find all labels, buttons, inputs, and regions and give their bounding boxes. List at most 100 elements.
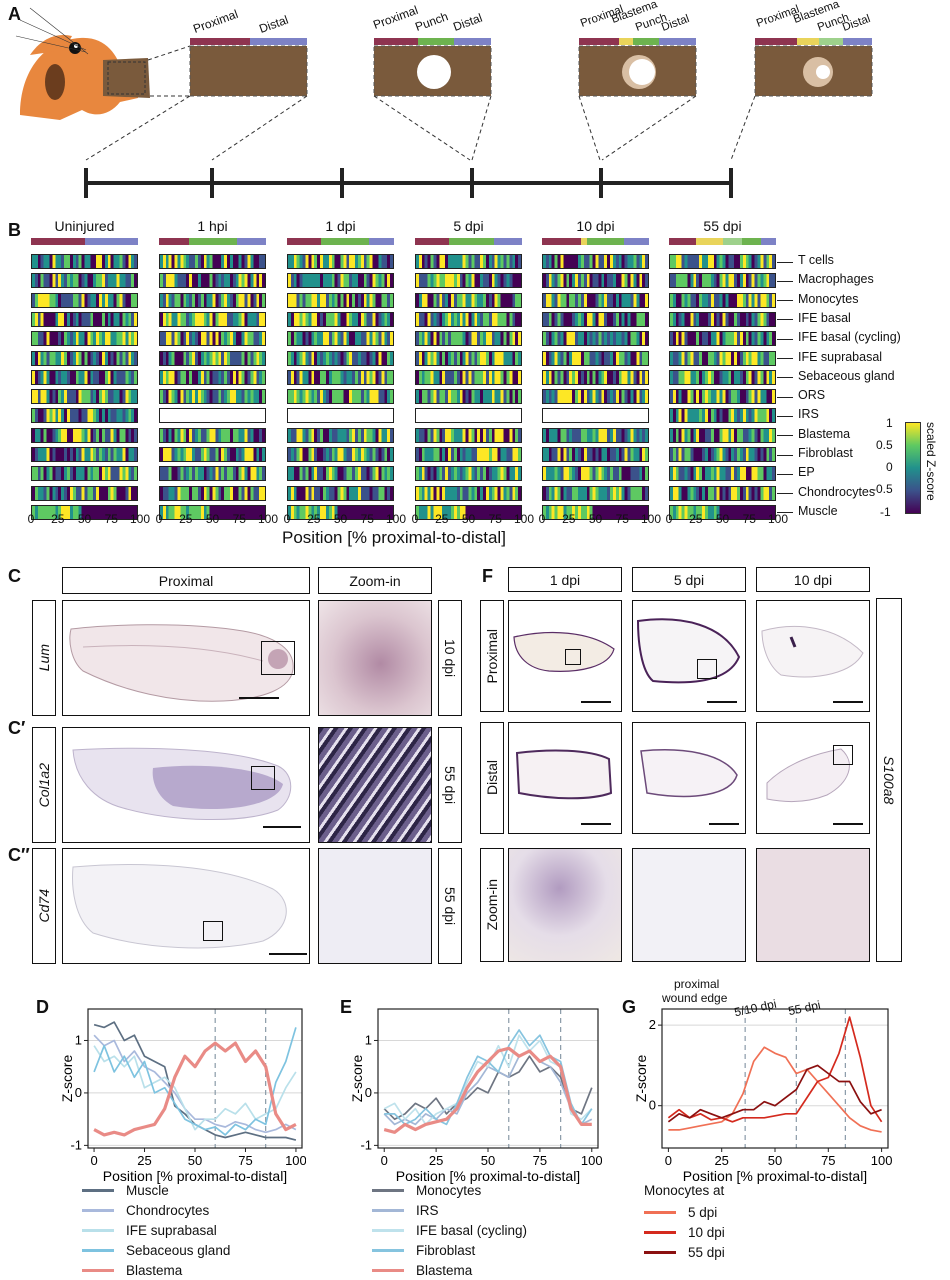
region-color-bar (84, 238, 138, 245)
heatmap-row (542, 427, 649, 443)
heatmap-row (159, 369, 266, 385)
legend-entry: Blastema (372, 1263, 472, 1278)
y-tick-label: 0 (75, 1085, 82, 1100)
heatmap-row (415, 331, 522, 347)
stage3-punch-hole (629, 59, 655, 85)
colorbar-label: scaled Z-score (924, 422, 938, 501)
legend-entry: Blastema (82, 1263, 182, 1278)
panel-c-zoom-col1a2 (318, 727, 432, 843)
cell-type-tick (777, 319, 793, 321)
cell-type-label: ORS (798, 388, 826, 403)
panel-letter-c: C (8, 566, 21, 586)
panel-letter-c-double-prime: C′′ (8, 845, 30, 865)
cell-type-tick (777, 493, 793, 495)
heatmap-x-tick: 0 (283, 512, 291, 526)
region-color-bar (31, 238, 85, 245)
heatmap-x-tick: 75 (488, 512, 502, 526)
cell-type-tick (777, 338, 793, 340)
legend-label: 55 dpi (688, 1245, 725, 1260)
line-chart-G: 0 25 50 75 100 0 2 Position [% proximal-to-dist… (636, 1008, 892, 1184)
colorbar-tick-0: 0 (886, 460, 893, 474)
region-color-bar (449, 238, 495, 245)
heatmap-row (415, 311, 522, 327)
panel-f-img-prox-5dpi (632, 600, 746, 712)
region-color-bar (159, 238, 189, 245)
stage1-tissue (189, 45, 308, 97)
heatmap-title: 55 dpi (703, 218, 742, 234)
cell-type-tick (777, 280, 793, 282)
panel-c-gene-label-1: Col1a2 (32, 727, 56, 843)
region-color-bar (369, 238, 394, 245)
plot-frame (87, 1008, 303, 1149)
legend-entry: Muscle (82, 1183, 169, 1198)
legend-label: Blastema (126, 1263, 183, 1278)
cell-type-tick (777, 358, 793, 359)
legend-title: Monocytes at (644, 1183, 725, 1198)
scale-bar (239, 697, 279, 699)
region-color-bar (741, 238, 761, 245)
heatmap-x-tick: 25 (51, 512, 65, 526)
y-tick-label: 0 (365, 1085, 372, 1100)
series-line-blastema (93, 1041, 297, 1137)
inset-box (565, 649, 581, 665)
heatmap-row (159, 485, 266, 501)
x-tick-label: 75 (238, 1153, 252, 1168)
heatmap-x-tick: 50 (77, 512, 92, 526)
y-tick-label: 0 (649, 1098, 656, 1113)
heatmap-row (287, 311, 394, 327)
stage2-punch-hole (417, 55, 451, 89)
legend-label: IRS (416, 1203, 439, 1218)
heatmap-x-tick: 75 (104, 512, 118, 526)
heatmap-row (31, 447, 138, 462)
legend-label: 5 dpi (688, 1205, 718, 1220)
x-tick-label: 50 (188, 1153, 202, 1168)
x-tick-label: 100 (871, 1153, 892, 1168)
x-axis-label: Position [% proximal-to-distal] (683, 1168, 867, 1184)
x-axis-label: Position [% proximal-to-distal] (396, 1168, 580, 1184)
panel-letter-b: B (8, 220, 21, 240)
legend-label: IFE suprabasal (126, 1223, 217, 1238)
scale-bar (833, 823, 863, 825)
heatmap-row (542, 408, 649, 424)
heatmap-row (159, 350, 266, 366)
rodent-head-icon (15, 7, 150, 121)
heatmap-x-tick: 50 (333, 512, 348, 526)
heatmap-row (415, 389, 522, 405)
cell-type-label: Blastema (798, 426, 851, 441)
line-chart-E: 0 25 50 75 100 -1 0 1 Position [% proximal-to-di… (352, 1008, 602, 1184)
panel-f-img-prox-1dpi (508, 600, 622, 712)
legend-entry: Chondrocytes (82, 1203, 209, 1218)
heatmap-row (159, 447, 266, 462)
heatmap-row (669, 466, 776, 482)
x-tick-label: 100 (285, 1153, 306, 1168)
scale-bar (581, 823, 611, 825)
heatmap-x-tick: 50 (715, 512, 730, 526)
heatmap-row (669, 331, 776, 347)
heatmap-x-tick: 25 (435, 512, 449, 526)
panel-b-xlabel: Position [% proximal-to-distal] (282, 528, 506, 547)
legend-swatch (82, 1189, 114, 1192)
heatmap-row (415, 466, 522, 482)
heatmap-x-tick: 75 (232, 512, 246, 526)
heatmap-title: 1 hpi (197, 218, 228, 234)
cell-type-label: Monocytes (798, 291, 859, 306)
colorbar-tick-05: 0.5 (876, 438, 893, 452)
region-color-bar (695, 238, 723, 245)
panel-f-zoom-1dpi (508, 848, 622, 962)
inset-box (251, 766, 275, 790)
cell-type-label: IFE suprabasal (798, 349, 883, 364)
heatmap-row (415, 485, 522, 501)
heatmap-row (159, 273, 266, 289)
region-color-bar (761, 238, 776, 245)
heatmap-title: Uninjured (54, 218, 115, 234)
y-tick-label: -1 (360, 1137, 372, 1152)
heatmap-row (415, 504, 522, 520)
heatmap-row (287, 254, 394, 269)
heatmap-row (669, 273, 776, 289)
legend-label: Sebaceous gland (126, 1243, 231, 1258)
heatmap-row (31, 389, 138, 405)
cell-type-tick (777, 415, 793, 417)
legend-entry: 55 dpi (644, 1245, 725, 1260)
heatmap-row (542, 485, 649, 501)
series-line-5-dpi (668, 1046, 882, 1133)
